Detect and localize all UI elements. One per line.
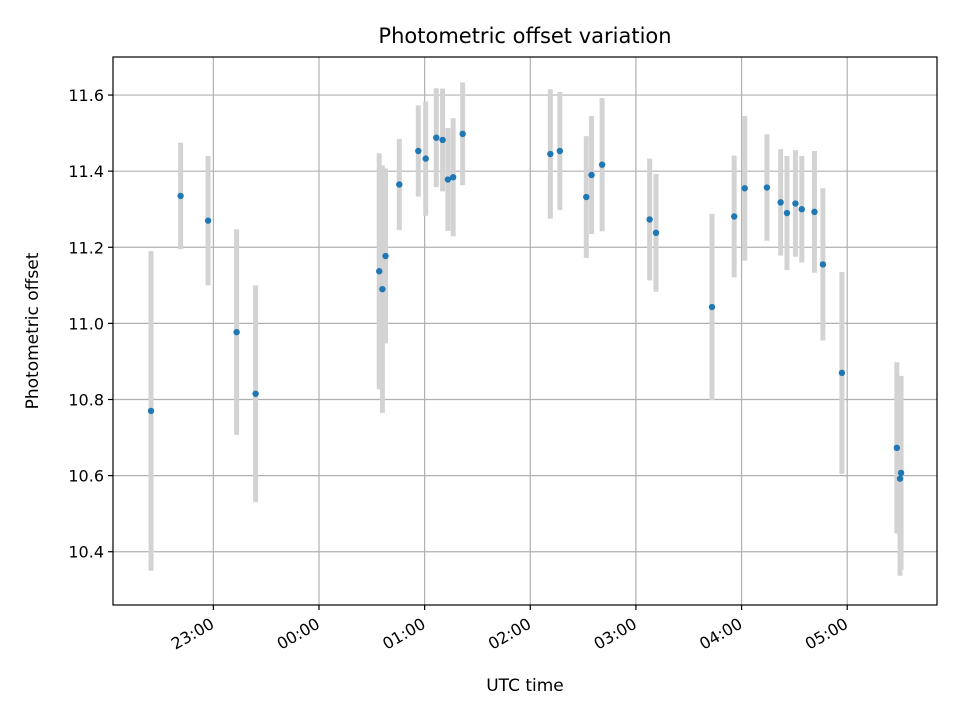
data-point bbox=[439, 136, 446, 144]
data-point bbox=[896, 475, 904, 482]
data-point bbox=[646, 216, 653, 223]
data-point bbox=[819, 261, 827, 268]
data-point bbox=[422, 155, 429, 162]
data-point bbox=[763, 184, 771, 191]
data-point bbox=[382, 252, 389, 260]
chart-title: Photometric offset variation bbox=[378, 24, 671, 48]
data-point bbox=[433, 134, 440, 141]
data-point bbox=[893, 444, 901, 452]
data-point bbox=[897, 469, 905, 477]
y-tick-label: 11.4 bbox=[68, 162, 104, 181]
y-tick-label: 11.0 bbox=[68, 314, 104, 333]
y-tick-label: 11.2 bbox=[68, 238, 104, 257]
grid-lines bbox=[113, 57, 937, 605]
data-point bbox=[379, 285, 386, 293]
data-point bbox=[798, 206, 805, 213]
y-axis-ticks: 10.4 10.6 10.8 11.0 11.2 11.4 11.6 bbox=[68, 86, 113, 562]
data-point bbox=[177, 192, 184, 200]
data-point bbox=[376, 268, 383, 275]
y-tick-label: 11.6 bbox=[68, 86, 104, 105]
data-point bbox=[547, 150, 554, 158]
data-point bbox=[598, 161, 606, 168]
y-axis-label: Photometric offset bbox=[23, 252, 43, 409]
data-point bbox=[396, 181, 403, 188]
data-point bbox=[459, 130, 466, 138]
y-tick-label: 10.8 bbox=[68, 391, 104, 410]
data-point bbox=[792, 200, 799, 207]
data-point bbox=[708, 303, 716, 311]
data-point bbox=[730, 213, 738, 220]
y-tick-label: 10.6 bbox=[68, 467, 104, 486]
y-tick-label: 10.4 bbox=[68, 543, 104, 562]
data-point bbox=[204, 217, 212, 224]
data-point bbox=[783, 209, 791, 217]
data-point bbox=[444, 176, 452, 183]
data-point bbox=[811, 208, 818, 216]
plot-frame bbox=[112, 56, 938, 606]
data-point bbox=[583, 193, 590, 201]
data-point bbox=[588, 171, 595, 179]
data-point bbox=[233, 328, 240, 336]
x-axis-label: UTC time bbox=[486, 676, 564, 696]
data-point bbox=[147, 407, 155, 415]
plot-area bbox=[113, 57, 937, 605]
data-point bbox=[777, 199, 784, 206]
data-points bbox=[147, 130, 905, 482]
data-point bbox=[449, 174, 457, 181]
data-point bbox=[741, 185, 748, 192]
data-point bbox=[652, 229, 660, 237]
data-point bbox=[252, 390, 259, 397]
data-point bbox=[556, 147, 564, 155]
data-point bbox=[838, 369, 846, 377]
data-point bbox=[415, 147, 422, 155]
